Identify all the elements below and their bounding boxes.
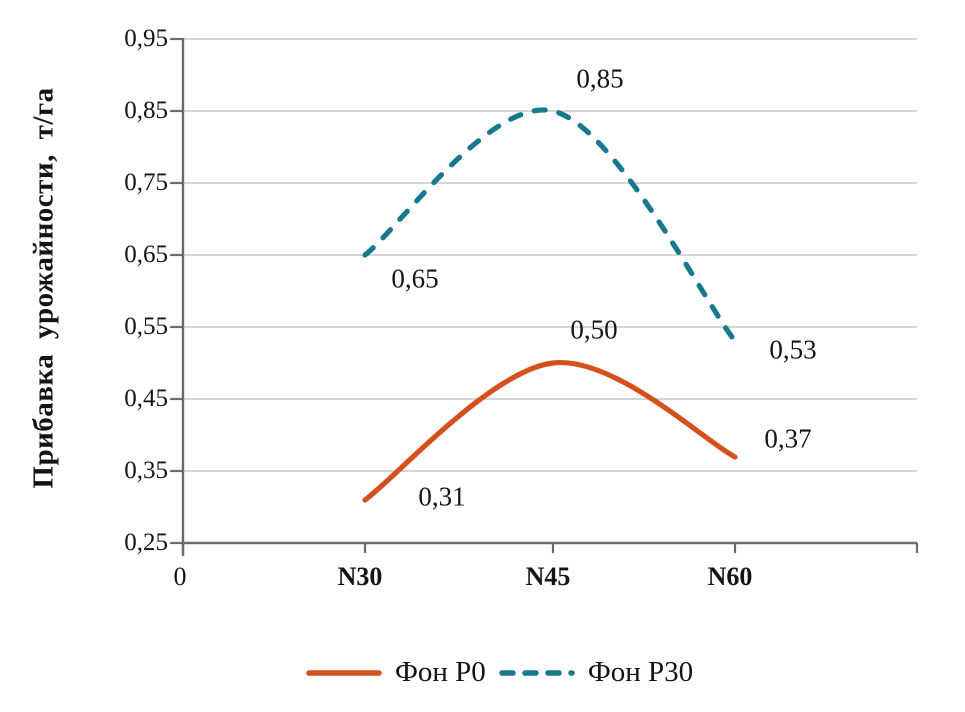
data-label: 0,65	[391, 263, 439, 294]
y-axis-title: Прибавка урожайности, т/га	[27, 87, 60, 489]
data-label: 0,85	[576, 63, 624, 94]
x-tick-label: N60	[707, 562, 753, 591]
legend-label: Фон Р30	[587, 656, 694, 688]
x-origin-label: 0	[173, 562, 187, 591]
series-line-fon-p30	[362, 107, 738, 344]
y-tick-label: 0,75	[124, 169, 168, 196]
legend-line-swatch-solid	[306, 669, 382, 676]
legend-label: Фон Р0	[395, 656, 486, 688]
data-label: 0,37	[764, 423, 812, 454]
data-label: 0,50	[570, 314, 618, 345]
legend-item: Фон Р0	[306, 656, 486, 689]
data-label: 0,53	[769, 334, 817, 365]
x-tick-label: N45	[525, 562, 571, 591]
y-tick-label: 0,55	[124, 313, 168, 340]
series-line-fon-p0	[362, 360, 738, 503]
y-tick-label: 0,45	[124, 385, 168, 412]
legend-line-swatch-dashed	[499, 669, 575, 676]
legend-item: Фон Р30	[499, 656, 693, 689]
x-tick-label: N30	[337, 562, 383, 591]
y-tick-label: 0,95	[124, 25, 168, 52]
legend: Фон Р0 Фон Р30	[306, 656, 693, 689]
y-tick-label: 0,65	[124, 241, 168, 268]
y-tick-label: 0,35	[124, 457, 168, 484]
y-tick-label: 0,25	[124, 529, 168, 556]
data-label: 0,31	[418, 481, 466, 512]
y-tick-label: 0,85	[124, 97, 168, 124]
